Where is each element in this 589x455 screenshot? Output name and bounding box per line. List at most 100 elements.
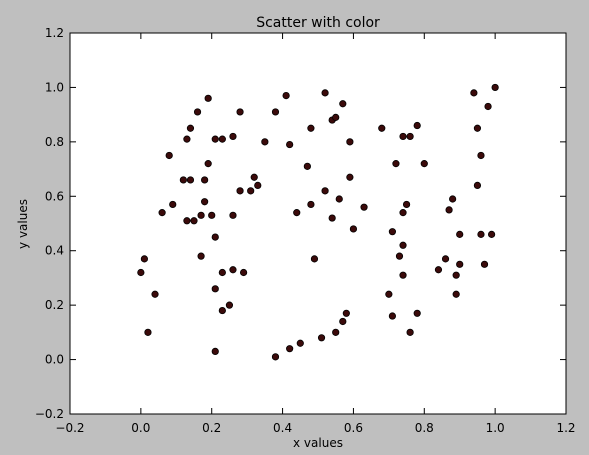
scatter-point [236,108,244,116]
scatter-point [137,268,145,277]
x-tick-label: 1.2 [556,421,575,435]
y-tick-label: 1.2 [45,26,64,40]
scatter-point [399,241,407,249]
x-tick-labels: −0.2 0.0 0.2 0.4 0.6 0.8 1.0 1.2 [55,421,575,435]
scatter-point [201,198,209,206]
y-tick-labels: −0.2 0.0 0.2 0.4 0.6 0.8 1.0 1.2 [35,26,64,421]
scatter-point [211,285,219,293]
y-tick-label: 0.2 [45,298,64,312]
scatter-point [303,162,311,170]
scatter-point [346,138,354,146]
scatter-point [165,151,173,160]
x-tick-label: 0.2 [202,421,221,435]
x-tick-label: 0.8 [415,421,434,435]
scatter-point [225,301,234,309]
scatter-point [349,225,358,233]
scatter-point [445,206,453,214]
scatter-point [480,260,489,268]
scatter-point [473,124,482,132]
scatter-point [342,309,350,317]
scatter-point [399,132,407,141]
scatter-point [360,203,368,211]
plot-area [69,32,567,415]
y-tick-label: 0.6 [45,189,64,203]
chart-title: Scatter with color [256,15,380,31]
x-axis-label: x values [293,436,343,450]
scatter-point [140,255,148,263]
scatter-point [392,160,400,168]
scatter-point [151,290,159,298]
scatter-point [388,228,396,236]
scatter-point [261,138,269,146]
scatter-point [328,214,336,222]
scatter-point [452,290,460,298]
axis-ticks [69,32,567,415]
scatter-point [211,233,219,241]
scatter-point [229,132,237,141]
y-tick-label: 0.8 [45,135,64,149]
y-axis-label: y values [16,199,30,249]
scatter-point [236,187,244,195]
scatter-point [378,124,386,132]
x-tick-label: 0.4 [273,421,292,435]
scatter-point [321,187,329,195]
scatter-point [413,309,421,317]
scatter-point [186,176,195,184]
scatter-point [190,217,198,225]
scatter-point [477,151,485,160]
scatter-point [183,135,191,143]
scatter-point [218,135,226,143]
scatter-point [197,211,205,219]
scatter-point [470,89,478,97]
scatter-point [158,209,166,217]
scatter-point [477,230,485,238]
scatter-point [307,200,315,209]
x-tick-label: 0.6 [344,421,363,435]
scatter-point [332,113,340,121]
scatter-point [218,268,226,277]
scatter-point [286,345,294,353]
scatter-point [321,89,329,97]
scatter-point [144,328,152,336]
x-tick-label: 0.0 [131,421,150,435]
scatter-point [201,176,209,184]
scatter-point [395,252,404,260]
x-tick-label: −0.2 [55,421,84,435]
scatter-point [204,160,212,168]
scatter-point [332,328,340,336]
scatter-point [420,160,428,168]
scatter-point [229,266,237,274]
scatter-point [456,230,464,238]
scatter-point [310,255,319,263]
scatter-point [491,83,499,92]
scatter-point [293,209,301,217]
scatter-point [211,347,219,356]
scatter-point [186,124,195,132]
scatter-point [399,209,407,217]
scatter-point [211,135,219,143]
scatter-point [286,140,294,149]
scatter-point [406,132,414,141]
data-points [137,83,499,361]
scatter-point [240,268,248,277]
y-tick-label: 0.0 [45,353,64,367]
scatter-point [179,176,187,184]
scatter-point [247,187,255,195]
scatter-point [473,181,482,189]
scatter-point [271,353,280,361]
scatter-point [204,94,212,102]
y-tick-label: −0.2 [35,407,64,421]
y-tick-label: 0.4 [45,244,64,258]
scatter-point [456,260,464,268]
scatter-point [441,255,450,263]
scatter-point [250,173,258,181]
scatter-point [229,211,237,219]
scatter-point [452,271,460,279]
scatter-point [169,200,177,209]
scatter-point [399,271,407,279]
scatter-point [317,334,326,342]
scatter-point [218,306,226,315]
y-tick-label: 1.0 [45,80,64,94]
scatter-point [197,252,205,260]
scatter-point [183,217,191,225]
